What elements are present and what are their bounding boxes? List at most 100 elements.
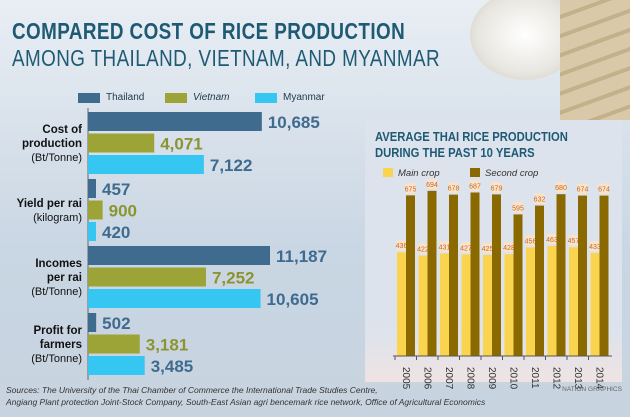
data-label-bg	[482, 242, 493, 253]
data-label-bg	[396, 240, 407, 251]
data-label-bg	[418, 243, 428, 254]
data-label: 433	[589, 244, 601, 251]
category-label-line: (Bt/Tonne)	[31, 353, 82, 365]
data-label: 425	[482, 246, 494, 253]
data-label-bg	[461, 242, 471, 253]
legend-item-vietnam: Vietnam	[165, 92, 230, 103]
bar-myanmar	[88, 356, 145, 375]
bar-second-crop	[578, 195, 587, 356]
legend-swatch	[78, 92, 100, 103]
category-label-line: Cost of	[42, 124, 82, 136]
tick-label: 2010	[508, 367, 519, 390]
data-label: 428	[503, 245, 515, 252]
data-label: 10,605	[267, 290, 319, 309]
data-label-bg	[525, 235, 536, 246]
bar-main-crop	[440, 253, 449, 356]
sources-line-2: Angiang Plant protection Joint-Stock Com…	[6, 397, 486, 407]
data-label: 674	[598, 187, 610, 194]
category-label-line: Yield per rai	[16, 198, 82, 210]
legend-item-thailand: Thailand	[78, 92, 144, 103]
category-label-line: Incomes	[35, 258, 82, 270]
data-label: 3,485	[151, 357, 194, 376]
data-label: 678	[448, 186, 460, 193]
legend-item-myanmar: Myanmar	[255, 92, 325, 103]
tick-label: 2007	[443, 367, 454, 390]
tick-label: 2011	[529, 367, 540, 389]
bar-second-crop	[427, 190, 437, 356]
bar-vietnam	[88, 133, 155, 153]
bar-second-crop	[513, 214, 523, 356]
bar-main-crop	[547, 245, 557, 356]
data-label: 694	[426, 182, 438, 189]
production-title-line-1: AVERAGE THAI RICE PRODUCTION	[375, 130, 568, 144]
category-label: Incomes per rai (Bt/Tonne)	[31, 257, 82, 299]
bar-second-crop	[470, 192, 480, 356]
data-label-bg	[599, 183, 609, 194]
data-label: 595	[512, 205, 524, 212]
data-label: 420	[102, 223, 130, 242]
tick-label: 2014	[594, 367, 605, 390]
data-label-bg	[590, 240, 600, 251]
data-label-bg	[470, 180, 480, 191]
category-label-line: (Bt/Tonne)	[31, 286, 82, 298]
sources-line-1: Sources: The University of the Thai Cham…	[6, 385, 378, 395]
legend-swatch	[165, 92, 187, 103]
rice-sacks-illustration	[450, 0, 630, 120]
legend-label: Thailand	[106, 92, 145, 103]
bar-main-crop	[504, 254, 514, 356]
data-label: 680	[555, 185, 567, 192]
bar-second-crop	[492, 194, 501, 356]
data-label: 679	[491, 185, 503, 192]
bar-main-crop	[526, 247, 535, 356]
data-label-bg	[513, 202, 523, 213]
category-label-line: Profit for	[33, 325, 82, 337]
category-label-line: production	[21, 138, 82, 150]
legend-swatch-1	[470, 168, 480, 177]
category-label: Profit for farmers (Bt/Tonne)	[31, 324, 82, 366]
data-label-bg	[568, 235, 579, 246]
bar-second-crop	[599, 195, 609, 356]
bar-main-crop	[483, 254, 492, 356]
data-label: 427	[460, 245, 472, 252]
bar-myanmar	[88, 222, 96, 241]
data-label: 674	[577, 187, 589, 194]
data-label-bg	[504, 242, 514, 253]
data-label: 456	[525, 238, 537, 245]
data-label: 900	[109, 202, 137, 221]
category-label-line: per rai	[46, 272, 82, 284]
data-label: 7,122	[210, 156, 253, 175]
bar-myanmar	[88, 155, 204, 174]
category-label-line: (Bt/Tonne)	[31, 152, 82, 164]
bar-second-crop	[556, 194, 566, 356]
tick-label: 2012	[551, 367, 562, 390]
category-label: Yield per rai (kilogram)	[17, 197, 82, 225]
category-label: Cost of production (Bt/Tonne)	[22, 123, 82, 165]
data-label-bg	[427, 178, 437, 189]
bar-thailand	[88, 112, 262, 131]
bar-vietnam	[88, 200, 103, 220]
tick-label: 2006	[422, 367, 433, 390]
data-label: 436	[396, 243, 408, 250]
data-label: 11,187	[276, 247, 327, 266]
bar-main-crop	[590, 252, 600, 356]
production-title-line-2: DURING THE PAST 10 YEARS	[375, 146, 535, 160]
data-label: 10,685	[268, 113, 320, 132]
bar-thailand	[88, 179, 96, 198]
bar-vietnam	[88, 334, 140, 354]
bar-main-crop	[461, 254, 471, 356]
bar-myanmar	[88, 289, 261, 308]
data-label: 422	[417, 247, 429, 254]
legend-label: Myanmar	[283, 92, 325, 103]
data-label-bg	[448, 182, 459, 193]
bar-thailand	[88, 246, 270, 265]
data-label: 502	[102, 314, 130, 333]
data-label: 7,252	[212, 269, 255, 288]
bar-vietnam	[88, 267, 206, 287]
legend-swatch	[255, 92, 277, 103]
data-label: 687	[469, 183, 481, 190]
data-label-bg	[491, 182, 502, 193]
data-label-bg	[405, 183, 416, 194]
